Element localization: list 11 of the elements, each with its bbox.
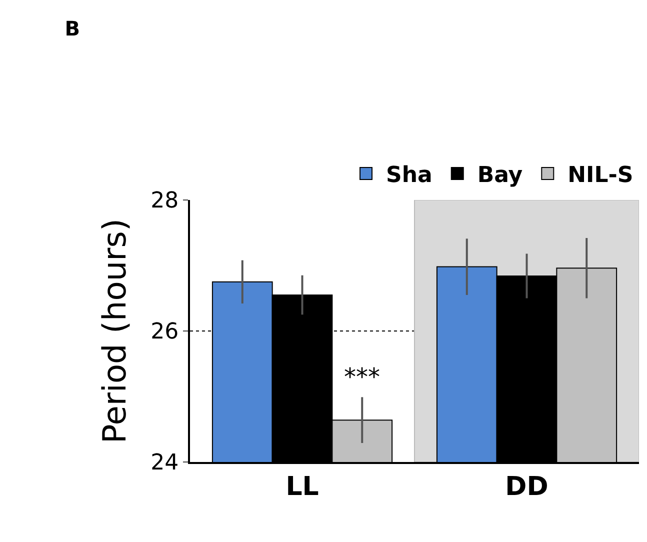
annotation: *** — [344, 363, 380, 391]
y-tick-label: 26 — [150, 320, 179, 345]
x-tick-label: DD — [505, 472, 548, 502]
legend-label: Bay — [477, 163, 523, 188]
legend-label: Sha — [386, 163, 432, 188]
chart-title: B — [64, 16, 80, 41]
y-tick-label: 28 — [150, 188, 179, 214]
x-tick-label: LL — [286, 472, 319, 502]
legend-label: NIL-S — [568, 163, 634, 188]
y-axis-title: Period (hours) — [95, 218, 134, 444]
y-tick-label: 24 — [150, 450, 179, 476]
